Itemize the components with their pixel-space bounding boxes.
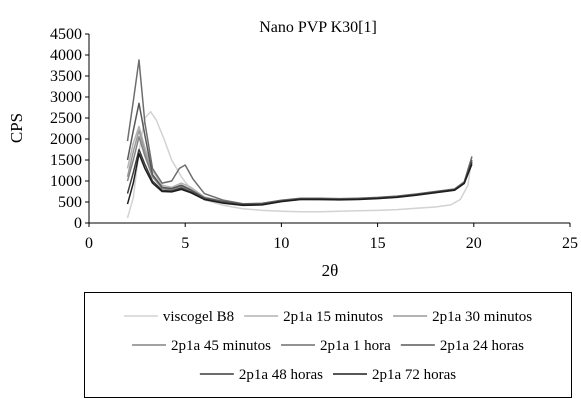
plot-series-group bbox=[126, 59, 473, 219]
x-tick-label: 0 bbox=[85, 235, 93, 252]
y-tick-label: 2500 bbox=[50, 110, 82, 127]
legend-label-2p1a-45-minutos: 2p1a 45 minutos bbox=[171, 338, 271, 354]
x-tick-label: 20 bbox=[466, 235, 482, 252]
legend-label-2p1a-48-horas: 2p1a 48 horas bbox=[239, 367, 323, 383]
legend-label-2p1a-15-minutos: 2p1a 15 minutos bbox=[283, 309, 383, 325]
y-tick-label: 3000 bbox=[50, 89, 82, 106]
x-tick-label: 25 bbox=[562, 235, 578, 252]
series-line-2p1a-15-minutos bbox=[126, 125, 473, 205]
legend-label-viscogel-b8: viscogel B8 bbox=[163, 309, 234, 325]
y-tick-label: 500 bbox=[58, 194, 82, 211]
chart-title: Nano PVP K30[1] bbox=[259, 19, 377, 36]
x-axis-title: 2θ bbox=[322, 261, 339, 280]
series-line-2p1a-1-hora bbox=[126, 59, 473, 205]
legend: viscogel B8 2p1a 15 minutos 2p1a 30 minuto… bbox=[123, 309, 532, 383]
y-tick-label: 4500 bbox=[50, 26, 82, 43]
y-tick-label: 0 bbox=[74, 215, 82, 232]
y-axis-title: CPS bbox=[7, 113, 26, 143]
y-tick-label: 2000 bbox=[50, 131, 82, 148]
y-axis-ticks: 0 500 1000 1500 2000 2500 3000 3500 4000 4500 bbox=[50, 26, 89, 232]
legend-label-2p1a-72-horas: 2p1a 72 horas bbox=[372, 367, 456, 383]
x-tick-label: 5 bbox=[181, 235, 189, 252]
series-line-2p1a-48-horas bbox=[126, 148, 473, 206]
x-axis-ticks: 0 5 10 15 20 25 bbox=[85, 223, 578, 252]
y-tick-label: 4000 bbox=[50, 47, 82, 64]
legend-label-2p1a-1-hora: 2p1a 1 hora bbox=[320, 338, 391, 354]
x-tick-label: 10 bbox=[273, 235, 289, 252]
series-line-viscogel-b8 bbox=[126, 110, 473, 219]
legend-label-2p1a-24-horas: 2p1a 24 horas bbox=[440, 338, 524, 354]
x-tick-label: 15 bbox=[370, 235, 386, 252]
y-tick-label: 1000 bbox=[50, 173, 82, 190]
series-line-2p1a-72-horas bbox=[126, 152, 473, 207]
legend-label-2p1a-30-minutos: 2p1a 30 minutos bbox=[432, 309, 532, 325]
y-tick-label: 3500 bbox=[50, 68, 82, 85]
y-tick-label: 1500 bbox=[50, 152, 82, 169]
